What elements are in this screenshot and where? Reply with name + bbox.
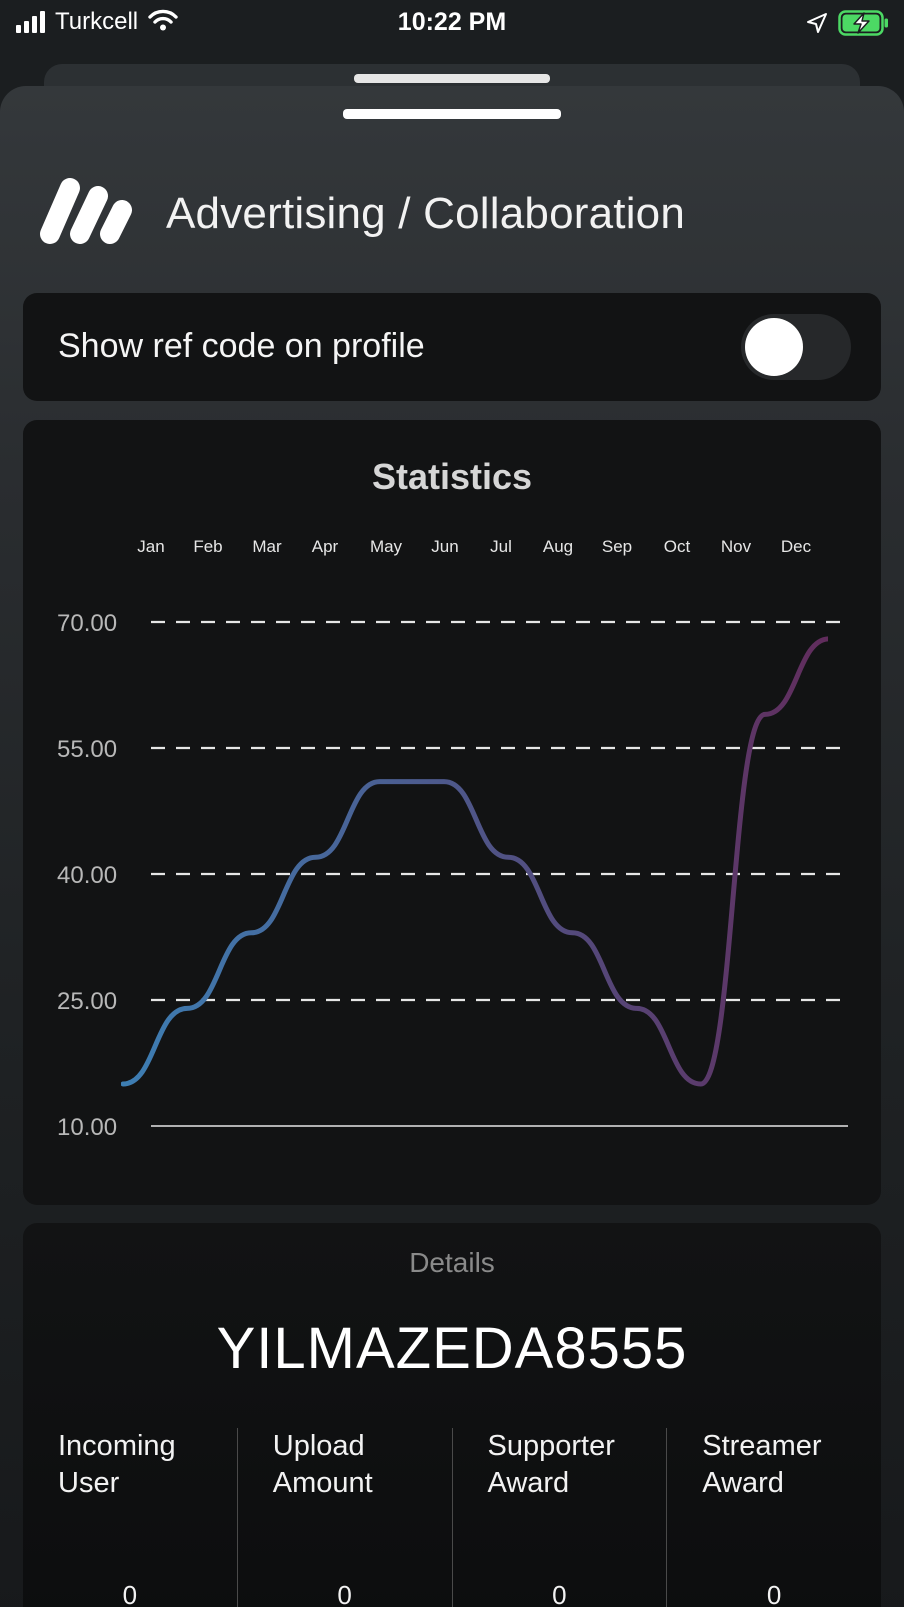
- metric-label: Incoming User: [58, 1430, 176, 1499]
- details-card: Details YILMAZEDA8555 Incoming User 0 Up…: [23, 1223, 881, 1607]
- y-tick-label: 25.00: [57, 988, 117, 1015]
- ref-code: YILMAZEDA8555: [216, 1316, 688, 1381]
- status-right: [806, 10, 890, 41]
- brand-logo-icon: [36, 176, 136, 251]
- metric-label: Streamer Award: [702, 1430, 822, 1499]
- series-line: [121, 636, 828, 1087]
- month-tick-label: Nov: [721, 537, 752, 556]
- metric-label: Supporter Award: [487, 1430, 615, 1499]
- page-title: Advertising / Collaboration: [166, 188, 686, 238]
- metric-upload-amount: Upload Amount 0: [236, 1428, 452, 1607]
- month-tick-label: Jun: [431, 537, 458, 556]
- statistics-chart: Jan Feb Mar Apr May Jun Jul Aug Sep Oct Nov Dec 70.0…: [57, 537, 848, 1141]
- month-tick-label: Sep: [602, 537, 632, 556]
- metric-value: 0: [766, 1580, 782, 1607]
- wifi-icon: [148, 9, 178, 36]
- background-sheet-grabber: [354, 74, 550, 83]
- month-tick-label: Aug: [543, 537, 573, 556]
- month-tick-label: Jul: [490, 537, 512, 556]
- statistics-title: Statistics: [371, 456, 533, 497]
- metric-streamer-award: Streamer Award 0: [666, 1428, 881, 1607]
- metric-supporter-award: Supporter Award 0: [451, 1428, 667, 1607]
- ref-code-toggle-label: Show ref code on profile: [58, 327, 425, 365]
- y-tick-label: 55.00: [57, 736, 117, 763]
- sheet-grabber[interactable]: [343, 109, 561, 119]
- carrier-name: Turkcell: [55, 8, 139, 35]
- y-tick-label: 40.00: [57, 862, 117, 889]
- statistics-card: Statistics Jan Feb Mar Apr May Jun Jul Aug Sep Oc…: [23, 420, 881, 1205]
- month-tick-label: Feb: [193, 537, 222, 556]
- status-time: 10:22 PM: [397, 8, 507, 36]
- month-tick-label: Oct: [664, 537, 691, 556]
- metric-value: 0: [552, 1580, 567, 1607]
- month-tick-label: Jan: [137, 537, 164, 556]
- month-tick-label: Mar: [252, 537, 282, 556]
- signal-icon: [16, 11, 45, 33]
- ref-code-toggle[interactable]: [741, 314, 851, 380]
- details-label: Details: [409, 1247, 495, 1278]
- metric-value: 0: [122, 1580, 138, 1607]
- location-arrow-icon: [806, 12, 828, 39]
- month-tick-label: May: [370, 537, 403, 556]
- metric-value: 0: [337, 1580, 352, 1607]
- status-left: Turkcell: [16, 8, 178, 36]
- y-tick-label: 70.00: [57, 610, 117, 637]
- battery-charging-icon: [838, 10, 890, 41]
- month-tick-label: Apr: [312, 537, 339, 556]
- y-tick-label: 10.00: [57, 1114, 117, 1141]
- ref-code-setting-card: Show ref code on profile: [23, 293, 881, 401]
- metrics-row: Incoming User 0 Upload Amount 0 Supporte…: [23, 1428, 881, 1607]
- month-tick-label: Dec: [781, 537, 812, 556]
- toggle-knob: [745, 318, 803, 376]
- header: Advertising / Collaboration: [36, 176, 685, 251]
- metric-incoming-user: Incoming User 0: [23, 1428, 237, 1607]
- metric-label: Upload Amount: [272, 1430, 373, 1499]
- status-bar: Turkcell 10:22 PM: [0, 0, 904, 46]
